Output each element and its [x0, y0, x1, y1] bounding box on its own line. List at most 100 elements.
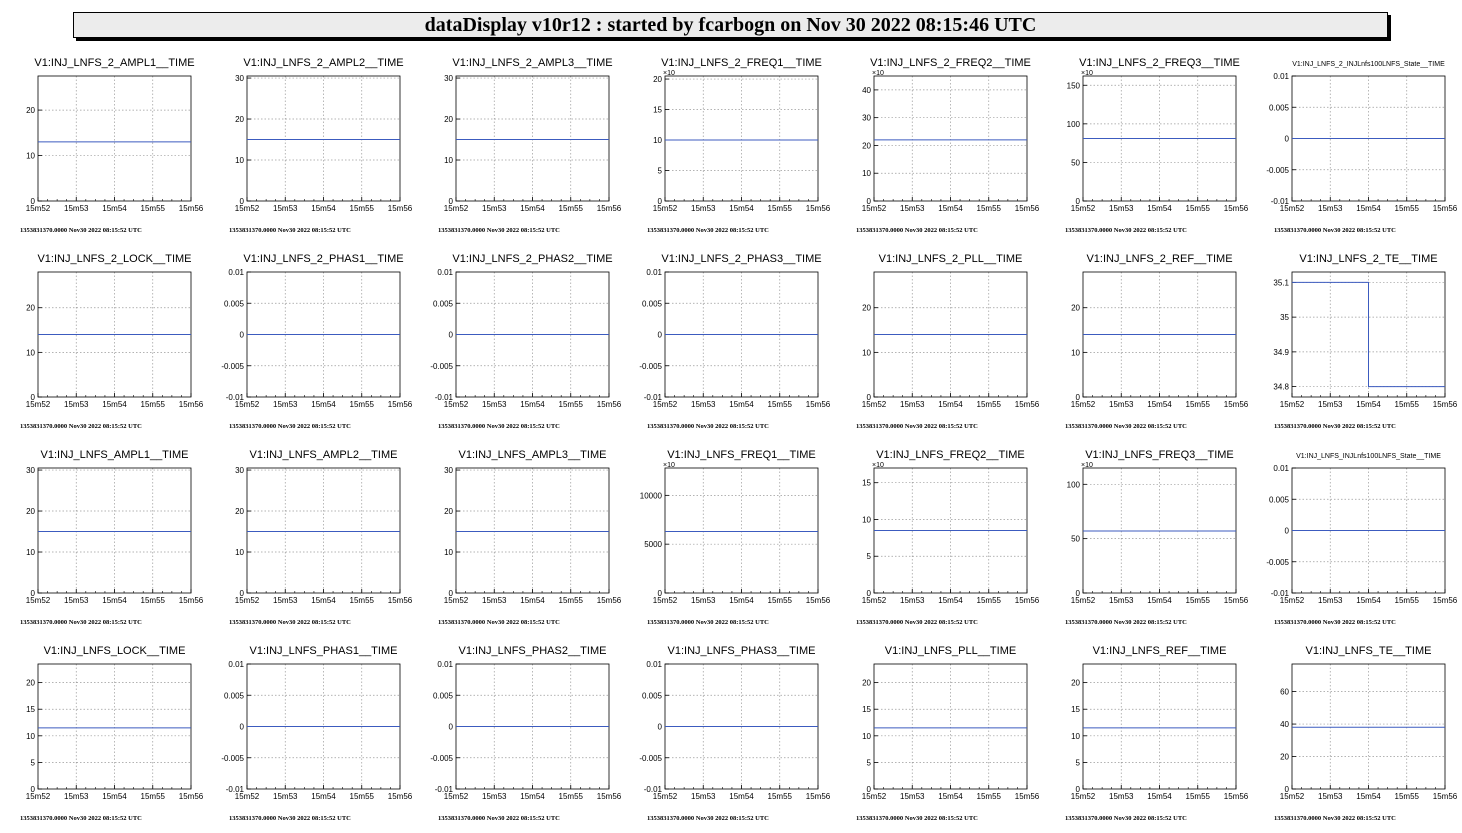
x-tick-label: 15m55: [559, 204, 584, 213]
x-tick-label: 15m56: [179, 792, 204, 801]
y-tick-label: 0.01: [437, 660, 453, 669]
chart-title: V1:INJ_LNFS_2_AMPL2__TIME: [243, 57, 403, 69]
y-tick-label: 40: [862, 86, 871, 95]
timestamp-label: 1353831370.0000 Nov30 2022 08:15:52 UTC: [856, 227, 978, 234]
plot-frame: [246, 467, 401, 594]
y-tick-label: 20: [862, 679, 871, 688]
x-tick-label: 15m55: [1395, 596, 1420, 605]
y-tick-label: 10: [26, 548, 35, 557]
x-tick-label: 15m54: [938, 596, 963, 605]
x-tick-label: 15m53: [482, 204, 507, 213]
y-tick-label: 50: [1071, 535, 1080, 544]
timestamp-label: 1353831370.0000 Nov30 2022 08:15:52 UTC: [856, 619, 978, 626]
x-tick-label: 15m54: [1356, 400, 1381, 409]
x-tick-label: 15m56: [1015, 792, 1040, 801]
exponent-label: ×10: [1081, 70, 1093, 77]
y-tick-label: 0.005: [1269, 495, 1290, 504]
y-tick-label: 5: [31, 758, 36, 767]
x-tick-label: 15m55: [350, 204, 375, 213]
chart-title: V1:INJ_LNFS_FREQ1__TIME: [667, 449, 816, 461]
x-tick-label: 15m52: [1280, 596, 1305, 605]
x-tick-label: 15m54: [1147, 400, 1172, 409]
y-tick-label: 10: [862, 348, 871, 357]
exponent-label: ×10: [872, 70, 884, 77]
timestamp-label: 1353831370.0000 Nov30 2022 08:15:52 UTC: [647, 227, 769, 234]
y-tick-label: 34.8: [1273, 383, 1289, 392]
x-tick-label: 15m56: [806, 792, 831, 801]
chart-title: V1:INJ_LNFS_TE__TIME: [1306, 645, 1432, 657]
x-tick-label: 15m55: [977, 204, 1002, 213]
x-tick-label: 15m56: [388, 204, 413, 213]
x-tick-label: 15m54: [729, 400, 754, 409]
x-tick-label: 15m53: [64, 400, 89, 409]
y-tick-label: 0: [1076, 197, 1081, 206]
x-tick-label: 15m54: [520, 204, 545, 213]
exponent-label: ×10: [1081, 462, 1093, 469]
timestamp-label: 1353831370.0000 Nov30 2022 08:15:52 UTC: [229, 227, 351, 234]
x-tick-label: 15m55: [141, 204, 166, 213]
exponent-label: ×10: [663, 70, 675, 77]
y-tick-label: -0.01: [435, 393, 454, 402]
chart-title: V1:INJ_LNFS_PHAS3__TIME: [668, 645, 816, 657]
x-tick-label: 15m56: [806, 596, 831, 605]
x-tick-label: 15m53: [1318, 596, 1343, 605]
chart-panel: V1:INJ_LNFS_AMPL2__TIME 15m52 15m53 15m54 15…: [229, 449, 413, 626]
x-tick-label: 15m53: [900, 400, 925, 409]
timestamp-label: 1353831370.0000 Nov30 2022 08:15:52 UTC: [1274, 227, 1396, 234]
timestamp-label: 1353831370.0000 Nov30 2022 08:15:52 UTC: [20, 227, 142, 234]
x-tick-label: 15m56: [1433, 204, 1458, 213]
chart-panel: V1:INJ_LNFS_2_PHAS2__TIME 15m52 15m53 15m54…: [430, 253, 621, 430]
y-tick-label: 30: [26, 466, 35, 475]
chart-panel: V1:INJ_LNFS_2_REF__TIME 15m52 15m53 15m54 15…: [1065, 253, 1249, 430]
y-tick-label: 20: [235, 507, 244, 516]
chart-title: V1:INJ_LNFS_2_LOCK__TIME: [37, 253, 191, 265]
chart-title: V1:INJ_LNFS_2_PLL__TIME: [879, 253, 1023, 265]
timestamp-label: 1353831370.0000 Nov30 2022 08:15:52 UTC: [438, 619, 560, 626]
y-tick-label: 0: [31, 197, 36, 206]
y-tick-label: 0.005: [224, 299, 245, 308]
x-tick-label: 15m53: [900, 792, 925, 801]
chart-title: V1:INJ_LNFS_AMPL1__TIME: [41, 449, 189, 461]
x-tick-label: 15m56: [597, 792, 622, 801]
timestamp-label: 1353831370.0000 Nov30 2022 08:15:52 UTC: [647, 423, 769, 430]
y-tick-label: 40: [1280, 720, 1289, 729]
y-tick-label: -0.01: [226, 785, 245, 794]
y-tick-label: 20: [862, 141, 871, 150]
y-tick-label: -0.005: [430, 362, 453, 371]
y-tick-label: 0: [449, 723, 454, 732]
y-tick-label: 20: [26, 679, 35, 688]
x-tick-label: 15m53: [1109, 400, 1134, 409]
chart-panel: V1:INJ_LNFS_PHAS3__TIME 15m52 15m53 15m54 15…: [639, 645, 830, 822]
x-tick-label: 15m54: [1356, 792, 1381, 801]
y-tick-label: 20: [444, 115, 453, 124]
x-tick-label: 15m53: [691, 596, 716, 605]
y-tick-label: 0.005: [224, 691, 245, 700]
chart-panel: V1:INJ_LNFS_FREQ3__TIME×10 15m52 15m53 15m5…: [1065, 449, 1249, 626]
x-tick-label: 15m53: [273, 204, 298, 213]
x-tick-label: 15m52: [26, 596, 51, 605]
chart-title: V1:INJ_LNFS_AMPL3__TIME: [459, 449, 607, 461]
timestamp-label: 1353831370.0000 Nov30 2022 08:15:52 UTC: [229, 423, 351, 430]
x-tick-label: 15m55: [977, 400, 1002, 409]
plot-frame: [873, 663, 1028, 790]
x-tick-label: 15m53: [273, 792, 298, 801]
x-tick-label: 15m56: [388, 792, 413, 801]
y-tick-label: 5: [1076, 758, 1081, 767]
timestamp-label: 1353831370.0000 Nov30 2022 08:15:52 UTC: [438, 423, 560, 430]
x-tick-label: 15m54: [311, 400, 336, 409]
y-tick-label: 15: [862, 479, 871, 488]
y-tick-label: 0: [240, 589, 245, 598]
chart-title: V1:INJ_LNFS_2_PHAS1__TIME: [243, 253, 403, 265]
chart-title: V1:INJ_LNFS_2_INJLnfs100LNFS_State__TIME: [1292, 61, 1445, 68]
x-tick-label: 15m55: [350, 792, 375, 801]
x-tick-label: 15m52: [444, 204, 469, 213]
y-tick-label: 0: [658, 589, 663, 598]
y-tick-label: 5: [867, 552, 872, 561]
y-tick-label: 0: [240, 723, 245, 732]
x-tick-label: 15m54: [520, 400, 545, 409]
y-tick-label: -0.01: [435, 785, 454, 794]
timestamp-label: 1353831370.0000 Nov30 2022 08:15:52 UTC: [1274, 619, 1396, 626]
y-tick-label: 10: [235, 548, 244, 557]
y-tick-label: 0.01: [228, 660, 244, 669]
x-tick-label: 15m54: [938, 792, 963, 801]
